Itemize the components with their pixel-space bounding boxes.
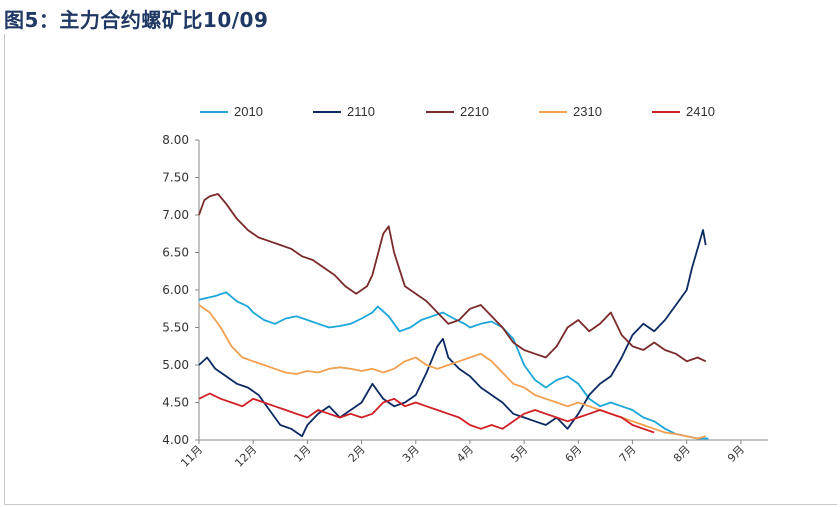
legend: 2010 2110 2210 2310 2410 [200, 104, 765, 119]
series-line-2010 [198, 291, 709, 440]
legend-item-2010: 2010 [200, 104, 313, 119]
y-tick-label: 8.00 [162, 133, 189, 147]
legend-swatch [539, 110, 567, 113]
x-tick-label: 9月 [725, 443, 747, 465]
x-tick-label: 5月 [508, 443, 530, 465]
legend-swatch [652, 110, 680, 113]
x-tick-label: 2月 [346, 443, 368, 465]
y-tick-label: 5.00 [162, 358, 189, 372]
y-tick-label: 6.50 [162, 246, 189, 260]
legend-item-2110: 2110 [313, 104, 426, 119]
chart-title: 图5：主力合约螺矿比10/09 [4, 8, 269, 32]
x-tick-label: 1月 [292, 443, 314, 465]
x-tick-label: 8月 [671, 443, 693, 465]
legend-label: 2110 [347, 104, 375, 119]
x-tick-label: 3月 [400, 443, 422, 465]
x-tick-label: 7月 [617, 443, 639, 465]
y-tick-label: 7.00 [162, 208, 189, 222]
legend-label: 2310 [573, 104, 602, 119]
legend-item-2210: 2210 [426, 104, 539, 119]
series-line-2210 [198, 193, 707, 363]
y-tick-label: 4.00 [162, 433, 189, 447]
legend-label: 2410 [686, 104, 715, 119]
legend-item-2310: 2310 [539, 104, 652, 119]
y-tick-label: 6.00 [162, 283, 189, 297]
legend-label: 2010 [234, 104, 263, 119]
chart-frame [4, 34, 837, 505]
legend-label: 2210 [460, 104, 489, 119]
y-tick-label: 5.50 [162, 321, 189, 335]
series-line-2410 [198, 392, 655, 434]
series-line-2110 [198, 229, 707, 438]
legend-swatch [200, 110, 228, 113]
legend-swatch [426, 110, 454, 113]
x-tick-label: 4月 [454, 443, 476, 465]
legend-swatch [313, 110, 341, 113]
y-tick-label: 4.50 [162, 396, 189, 410]
x-tick-label: 6月 [563, 443, 585, 465]
legend-item-2410: 2410 [652, 104, 765, 119]
y-tick-label: 7.50 [162, 171, 189, 185]
x-tick-label: 12月 [232, 443, 259, 470]
